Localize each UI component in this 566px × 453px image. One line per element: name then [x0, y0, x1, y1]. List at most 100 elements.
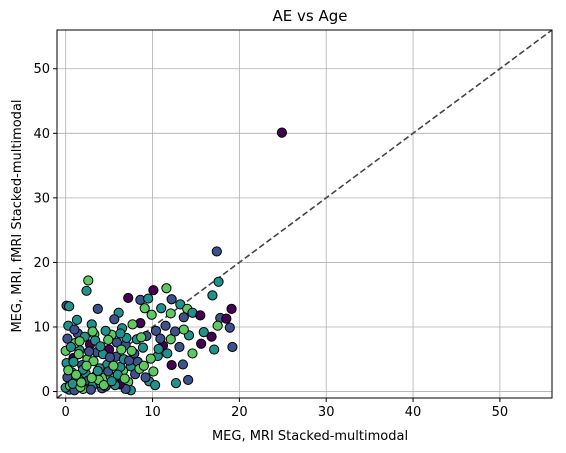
- data-point: [209, 344, 220, 355]
- data-point: [65, 341, 76, 353]
- x-tick-label: 20: [231, 405, 248, 420]
- data-point: [221, 313, 232, 324]
- data-point: [123, 292, 134, 304]
- data-point: [148, 285, 159, 296]
- x-tick-label: 50: [492, 405, 509, 420]
- data-point: [136, 332, 147, 343]
- data-point: [100, 325, 111, 336]
- y-tick-label: 20: [33, 256, 50, 271]
- data-point: [213, 276, 224, 287]
- data-point: [95, 341, 106, 352]
- y-axis-ticks: 0 10 20 30 40 50: [33, 62, 57, 400]
- data-point: [150, 379, 161, 391]
- data-point: [83, 275, 94, 286]
- y-tick-label: 0: [42, 385, 50, 400]
- data-point: [145, 353, 156, 364]
- data-point: [85, 384, 96, 395]
- grid: [57, 30, 552, 398]
- data-point: [108, 360, 119, 371]
- data-point: [224, 322, 235, 333]
- data-point: [212, 320, 223, 331]
- data-point: [106, 376, 117, 387]
- data-point: [74, 336, 85, 347]
- data-point: [165, 308, 176, 319]
- data-point: [140, 372, 151, 383]
- data-point: [73, 348, 84, 360]
- data-point: [126, 345, 137, 356]
- data-point: [146, 309, 157, 320]
- data-point: [198, 327, 209, 338]
- data-point: [92, 303, 103, 315]
- data-point: [211, 246, 222, 257]
- y-tick-label: 40: [33, 127, 50, 142]
- y-tick-label: 10: [33, 320, 50, 335]
- data-point: [162, 348, 173, 359]
- data-point: [138, 360, 149, 371]
- data-point: [119, 373, 130, 384]
- data-point: [137, 342, 149, 353]
- data-point: [123, 355, 135, 366]
- data-point: [62, 333, 73, 344]
- x-axis-label: MEG, MRI Stacked-multimodal: [212, 429, 408, 444]
- data-point: [116, 344, 127, 355]
- data-point: [139, 303, 150, 314]
- data-point: [207, 290, 218, 301]
- data-point: [81, 360, 92, 371]
- data-point: [156, 303, 167, 314]
- data-point: [109, 314, 120, 325]
- data-point: [161, 283, 172, 294]
- data-point: [178, 324, 189, 335]
- data-point: [76, 377, 87, 388]
- x-tick-label: 10: [144, 405, 161, 420]
- data-point: [170, 326, 181, 337]
- data-point: [166, 359, 177, 371]
- y-tick-label: 30: [33, 191, 50, 206]
- data-point: [148, 366, 159, 377]
- data-point: [187, 348, 198, 359]
- data-point: [153, 343, 164, 355]
- data-point: [127, 319, 138, 330]
- y-axis-label: MEG, MRI, fMRI Stacked-multimodal: [10, 99, 25, 332]
- plot-frame: [56, 29, 553, 399]
- data-point: [206, 331, 217, 342]
- data-point: [276, 127, 288, 138]
- x-tick-label: 0: [62, 405, 70, 420]
- data-point: [92, 365, 103, 376]
- points: [60, 127, 288, 396]
- data-point: [166, 294, 177, 305]
- reference-line: [56, 29, 553, 399]
- data-point: [227, 341, 238, 353]
- reference-line-group: [56, 29, 553, 399]
- data-point: [104, 352, 116, 363]
- data-point: [226, 303, 237, 315]
- data-point: [143, 293, 154, 304]
- data-point: [177, 359, 189, 370]
- data-point: [174, 341, 185, 353]
- data-point: [178, 312, 189, 323]
- data-point: [71, 369, 82, 380]
- data-point: [183, 374, 194, 386]
- data-point: [115, 328, 126, 339]
- data-point: [63, 365, 74, 376]
- data-point: [87, 326, 98, 337]
- data-point: [69, 324, 80, 335]
- data-point: [68, 356, 79, 367]
- data-point: [64, 301, 75, 312]
- data-point: [155, 333, 166, 344]
- y-tick-label: 50: [33, 62, 50, 77]
- x-axis-ticks: 0 10 20 30 40 50: [62, 398, 509, 420]
- data-point: [84, 346, 95, 357]
- data-point: [160, 320, 171, 331]
- x-tick-label: 40: [405, 405, 422, 420]
- x-tick-label: 30: [318, 405, 335, 420]
- data-point: [196, 338, 207, 349]
- data-point: [165, 334, 176, 345]
- data-point: [150, 325, 162, 336]
- chart-title: AE vs Age: [273, 7, 348, 25]
- data-point: [86, 372, 97, 384]
- data-point: [81, 285, 92, 296]
- data-point: [71, 314, 83, 325]
- data-point: [103, 334, 114, 345]
- data-point: [170, 378, 182, 389]
